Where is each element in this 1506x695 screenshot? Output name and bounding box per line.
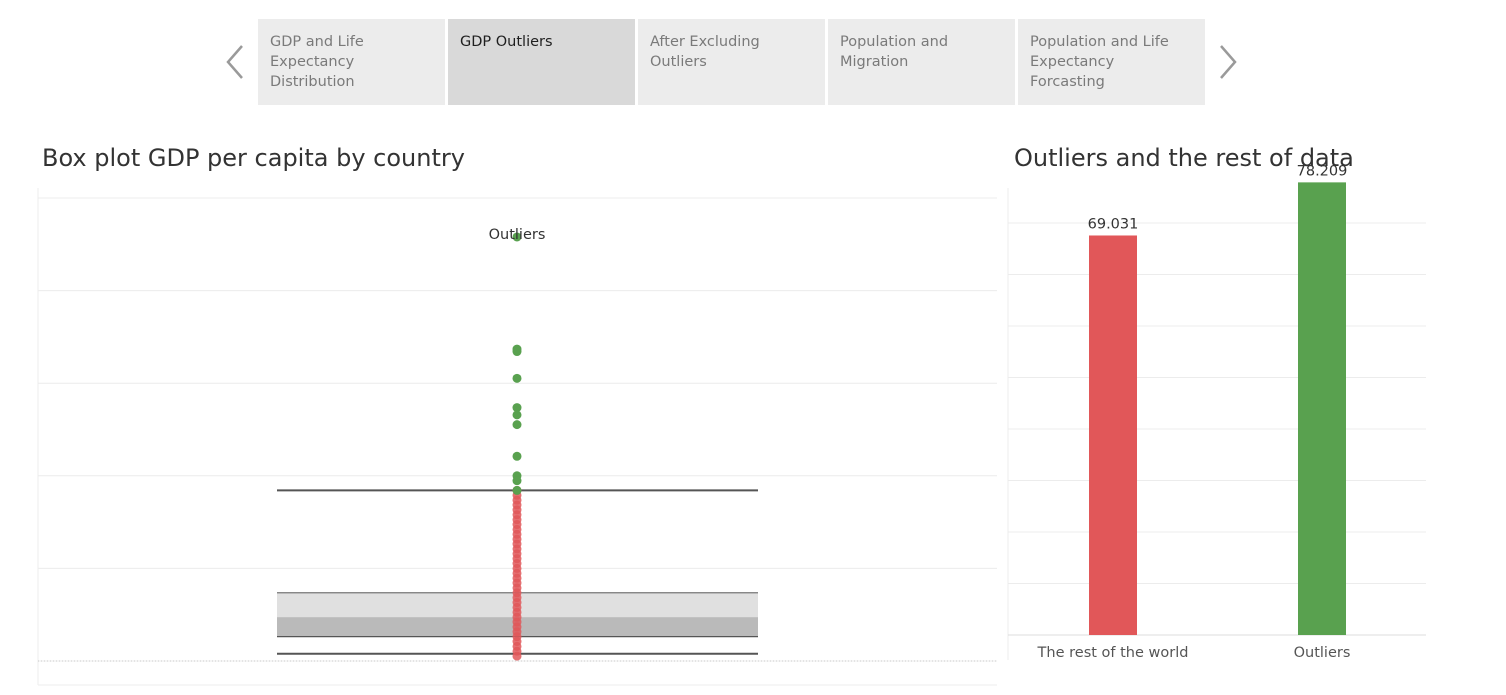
bar-chart: 69.031 The rest of the world 78.209 Outlier…: [1007, 163, 1426, 661]
outlier-data-point: [512, 373, 522, 383]
bar-value-label: 78.209: [1297, 163, 1348, 179]
outlier-data-point: [512, 420, 522, 430]
chevron-left-icon: [226, 45, 243, 79]
outlier-data-point: [512, 476, 522, 486]
story-tabs: GDP and Life Expectancy Distribution GDP…: [258, 19, 1208, 105]
tab-population-life-expectancy-forcasting[interactable]: Population and Life Expectancy Forcastin…: [1018, 19, 1205, 105]
bar-category-label: The rest of the world: [1037, 645, 1189, 661]
next-arrow-button[interactable]: [1215, 42, 1241, 82]
bar-outliers: [1298, 182, 1346, 635]
outlier-data-point: [512, 451, 522, 461]
tab-population-and-migration[interactable]: Population and Migration: [828, 19, 1015, 105]
bar-chart-title: Outliers and the rest of data: [1014, 144, 1354, 172]
bar-value-label: 69.031: [1088, 216, 1139, 232]
bar-rest-of-world: [1089, 235, 1137, 635]
outliers-annotation: Outliers: [489, 227, 546, 243]
bar-category-label: Outliers: [1294, 645, 1351, 661]
tab-gdp-life-expectancy-distribution[interactable]: GDP and Life Expectancy Distribution: [258, 19, 445, 105]
tab-after-excluding-outliers[interactable]: After Excluding Outliers: [638, 19, 825, 105]
outlier-data-point: [512, 403, 522, 413]
outlier-data-point: [512, 485, 522, 495]
boxplot-title: Box plot GDP per capita by country: [42, 144, 465, 172]
outlier-data-point: [512, 232, 522, 242]
tab-gdp-outliers[interactable]: GDP Outliers: [448, 19, 635, 105]
rest-data-point: [512, 651, 522, 661]
outlier-data-point: [512, 410, 522, 420]
outlier-data-point: [512, 347, 522, 357]
boxplot-chart: Outliers: [37, 188, 997, 686]
prev-arrow-button[interactable]: [222, 42, 248, 82]
chevron-right-icon: [1220, 45, 1237, 79]
